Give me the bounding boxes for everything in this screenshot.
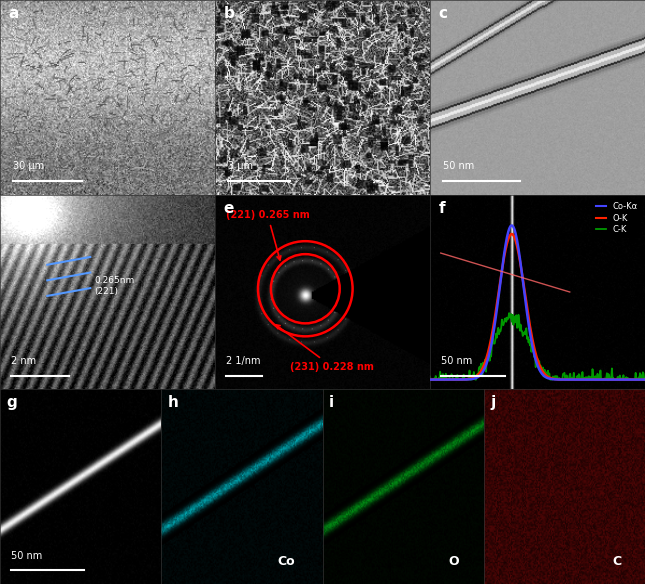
Text: (221) 0.265 nm: (221) 0.265 nm	[226, 210, 310, 260]
Text: 50 nm: 50 nm	[441, 356, 472, 366]
Text: f: f	[439, 200, 445, 215]
Text: 2 1/nm: 2 1/nm	[226, 356, 260, 366]
Text: 30 μm: 30 μm	[13, 161, 44, 171]
Text: g: g	[6, 395, 17, 410]
Text: j: j	[490, 395, 495, 410]
Text: O: O	[448, 555, 459, 568]
Text: a: a	[8, 6, 19, 21]
Text: c: c	[439, 6, 448, 21]
Text: d: d	[8, 200, 19, 215]
Text: h: h	[168, 395, 179, 410]
Text: i: i	[329, 395, 334, 410]
Text: b: b	[224, 6, 235, 21]
Legend: Co-Kα, O-K, C-K: Co-Kα, O-K, C-K	[592, 199, 641, 238]
Text: 0.265nm
(221): 0.265nm (221)	[95, 276, 135, 296]
Text: C: C	[613, 555, 622, 568]
Text: Co: Co	[277, 555, 295, 568]
Text: 50 nm: 50 nm	[443, 161, 474, 171]
Text: 2 nm: 2 nm	[11, 356, 36, 366]
Text: 3 μm: 3 μm	[228, 161, 253, 171]
Text: e: e	[224, 200, 234, 215]
Text: (231) 0.228 nm: (231) 0.228 nm	[276, 325, 374, 372]
Text: 50 nm: 50 nm	[12, 551, 43, 561]
